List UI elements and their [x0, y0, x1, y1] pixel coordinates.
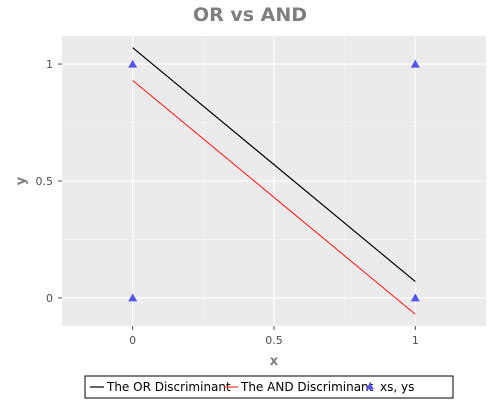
- legend-label-points: xs, ys: [380, 380, 414, 394]
- x-tick-label: 0.5: [265, 334, 283, 347]
- legend-label-or: The OR Discriminant: [106, 380, 231, 394]
- legend-label-and: The AND Discriminant: [240, 380, 374, 394]
- data-point-triangle: [410, 59, 420, 68]
- x-tick-label: 0: [129, 334, 136, 347]
- y-tick-label: 0: [46, 292, 53, 305]
- legend-key-points: [366, 382, 374, 390]
- legend-box: [84, 375, 454, 399]
- x-tick-label: 1: [412, 334, 419, 347]
- and-discriminant-line: [132, 79, 416, 315]
- or-discriminant-line: [132, 47, 416, 283]
- data-point-triangle: [410, 293, 420, 302]
- y-axis-title: y: [14, 176, 29, 185]
- y-tick-label: 1: [46, 58, 53, 71]
- x-axis-title: x: [270, 354, 279, 369]
- y-tick-label: 0.5: [36, 175, 54, 188]
- axis-ticks: 0 0.5 1 0 0.5 1: [36, 58, 419, 347]
- data-point-triangle: [128, 293, 138, 302]
- chart-title: OR vs AND: [193, 4, 307, 26]
- legend: The OR Discriminant The AND Discriminant…: [84, 375, 454, 399]
- data-point-triangle: [128, 59, 138, 68]
- chart-marks: [128, 47, 420, 315]
